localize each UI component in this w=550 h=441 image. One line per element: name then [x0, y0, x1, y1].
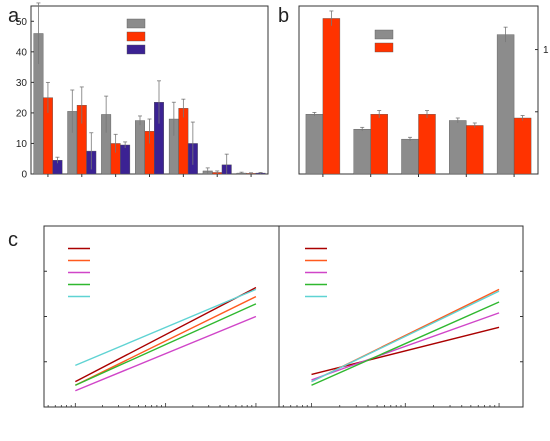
bar	[305, 114, 324, 175]
bar	[135, 120, 145, 175]
y-tick-label: 10	[16, 139, 28, 150]
bar	[401, 138, 419, 175]
series-line	[75, 303, 257, 386]
legend-swatch	[126, 44, 146, 55]
bar	[120, 144, 131, 175]
panel-c-chimeric-line-chart	[278, 225, 524, 408]
y-tick-label: 40	[16, 47, 28, 58]
legend-swatch	[126, 31, 146, 42]
series-line	[311, 301, 500, 386]
y-tick-label: 1	[543, 45, 549, 56]
bar	[370, 114, 388, 175]
series-line	[75, 315, 257, 392]
series-line	[311, 312, 500, 381]
bar	[449, 120, 467, 175]
bar	[178, 108, 189, 175]
panel-a-bar-chart: 0 10 20 30 40 50	[16, 2, 269, 181]
bar	[353, 128, 371, 175]
legend-swatch	[374, 42, 394, 53]
bar	[496, 34, 515, 175]
bar	[322, 18, 341, 175]
series-line	[74, 286, 257, 383]
y-tick-label: 50	[16, 17, 28, 28]
y-tick-label: 30	[16, 78, 28, 89]
legend-swatch	[126, 18, 146, 29]
legend-swatch	[374, 29, 394, 40]
panel-letter-a: a	[8, 5, 20, 27]
panel-c-avidin-line-chart	[43, 225, 280, 408]
bar	[513, 117, 532, 175]
series-line	[311, 290, 500, 383]
y-tick-label: 20	[16, 108, 28, 119]
panel-letter-b: b	[278, 5, 289, 27]
bar	[466, 125, 484, 175]
panel-letter-c: c	[8, 229, 18, 251]
panel-b-bar-chart: 1	[298, 5, 549, 177]
bar	[418, 114, 436, 175]
series-line	[75, 288, 257, 367]
y-tick-label: 0	[21, 170, 27, 181]
series-line	[75, 295, 257, 386]
